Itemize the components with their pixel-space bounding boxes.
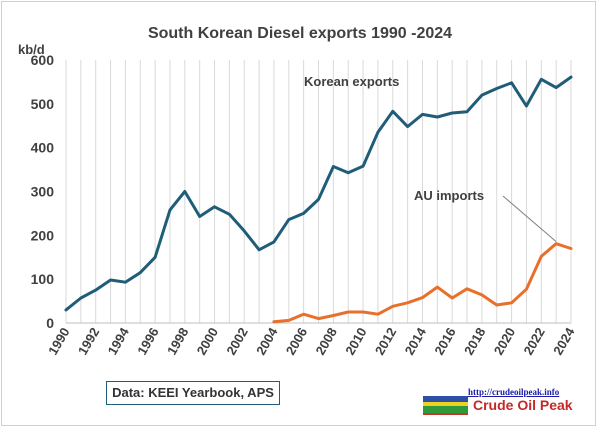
data-point [302,212,305,215]
data-point [554,86,558,89]
brand-url-link[interactable]: http://crudeoilpeak.info [468,387,560,397]
x-tick-label: 2010 [342,325,369,358]
data-point [109,278,112,282]
data-point [287,319,290,322]
data-point [302,313,305,316]
data-point [183,190,187,193]
data-source-note: Data: KEEI Yearbook, APS [106,381,280,405]
data-point [243,229,246,233]
data-point [421,296,424,299]
data-point [569,247,573,250]
data-point [436,285,439,289]
brand-name: Crude Oil Peak [473,397,573,413]
y-axis-unit: kb/d [18,42,45,57]
data-point [510,81,513,84]
data-point [540,78,543,81]
data-point [495,303,498,307]
au-imports-label: AU imports [414,188,484,203]
data-point [79,296,83,300]
data-point [153,256,157,259]
x-tick-label: 1998 [164,325,191,358]
data-point [376,131,380,134]
data-point [465,110,469,113]
grid-layer [65,60,572,323]
y-tick-label: 100 [31,271,55,287]
crude-oil-peak-logo-icon [423,396,468,415]
data-point [480,293,484,297]
data-point [257,248,261,251]
data-point [213,205,216,209]
data-point [525,104,528,108]
data-point [332,314,335,317]
data-point [569,75,573,79]
data-point [525,288,528,291]
data-point [436,115,439,119]
data-point [332,165,335,168]
x-tick-label: 2020 [491,325,518,358]
data-point [421,113,424,116]
data-point [168,208,172,212]
data-point [361,310,365,314]
data-point [450,296,454,300]
x-tick-label: 2016 [431,325,458,358]
y-tick-label: 300 [31,184,55,200]
data-point [376,313,380,316]
x-tick-label: 1994 [105,324,133,357]
x-tick-label: 1992 [75,325,102,358]
x-tick-label: 2022 [520,325,547,358]
data-point [94,288,97,292]
data-point [406,125,409,128]
data-point [317,198,320,201]
x-tick-label: 2000 [194,325,221,358]
data-point [64,308,68,312]
data-point [139,271,142,274]
data-point [198,215,201,218]
data-point [450,111,454,115]
data-point [554,242,558,245]
x-tick-label: 2012 [372,325,399,358]
x-tick-label: 2018 [461,325,488,358]
annotation-layer: Korean exports AU imports [304,74,557,243]
data-point [317,317,320,320]
x-tick-label: 2006 [283,325,310,358]
x-tick-label: 2008 [312,325,339,358]
korean-exports-label: Korean exports [304,74,399,89]
data-point [406,301,409,305]
series-layer [64,75,573,324]
data-point [124,281,127,284]
x-tick-label: 2004 [253,324,281,357]
x-tick-label: 2014 [402,324,430,357]
data-point [510,301,513,305]
y-tick-label: 200 [31,227,55,243]
data-point [495,87,498,90]
data-point [540,255,543,258]
y-tick-label: 0 [46,315,54,331]
chart-title: South Korean Diesel exports 1990 -2024 [148,25,452,42]
data-point [391,305,394,308]
data-point [272,320,276,323]
au-imports-pointer-line [502,195,557,243]
y-tick-label: 500 [31,96,55,112]
data-point [272,240,276,244]
y-tick-label: 600 [31,52,55,68]
x-tick-label: 1996 [134,325,161,358]
data-point [347,171,350,174]
data-point [228,213,231,216]
data-point [480,93,484,97]
data-point [391,110,394,113]
x-tick-label: 2002 [223,325,250,358]
x-tick-label: 2024 [550,324,578,357]
data-point [347,310,350,314]
y-tick-label: 400 [31,140,55,156]
data-point [361,164,365,168]
data-point [287,218,290,221]
data-point [465,287,469,291]
